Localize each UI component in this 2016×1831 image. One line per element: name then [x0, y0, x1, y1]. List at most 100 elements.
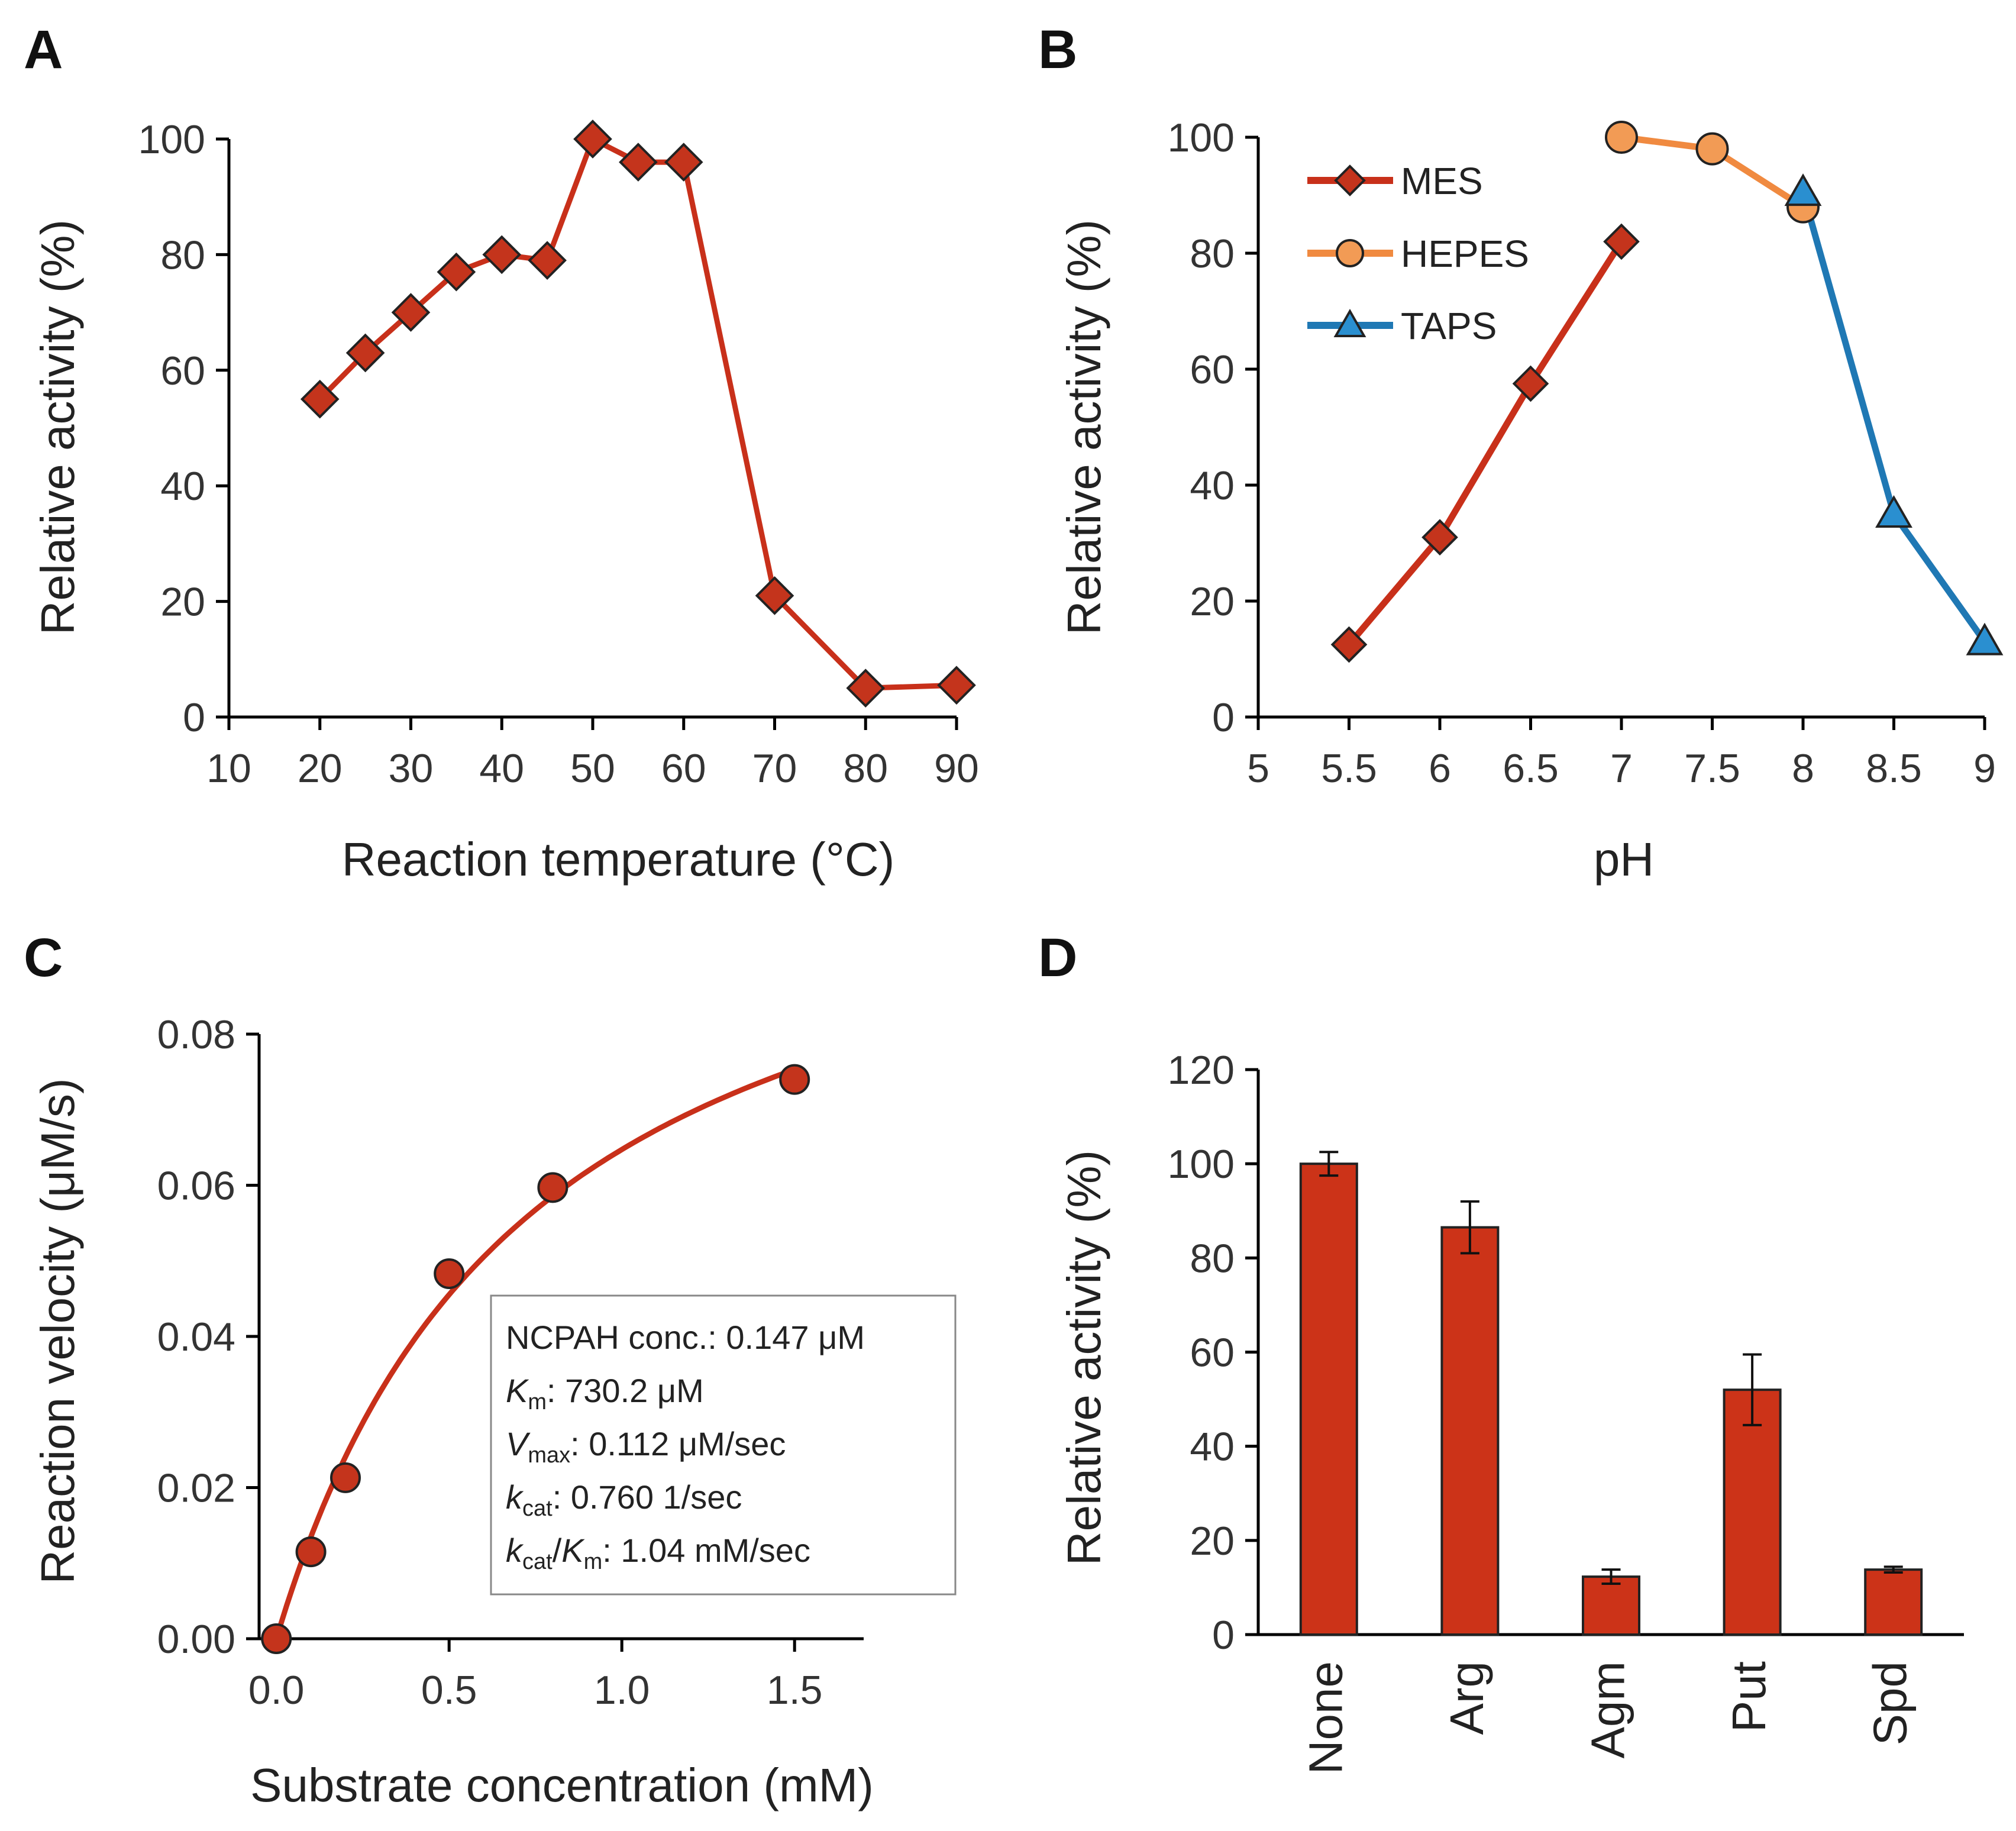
data-point-temperature: [573, 120, 612, 159]
panel-label-a: A: [24, 20, 63, 80]
y-tick-label-a: 80: [160, 232, 205, 277]
x-tick-label-a: 60: [661, 746, 706, 791]
x-tick-label-a: 50: [570, 746, 615, 791]
data-point-temperature: [528, 241, 567, 280]
data-point-velocity: [295, 1536, 327, 1568]
annotation-kcat-km: kcat/Km: 1.04 mM/sec: [506, 1532, 810, 1574]
x-category-label-spd: Spd: [1864, 1661, 1917, 1745]
x-tick-label-b: 8: [1792, 746, 1814, 791]
data-point-hepes: [1695, 132, 1729, 166]
y-tick-label-d: 20: [1190, 1519, 1235, 1564]
annotation-conc: NCPAH conc.: 0.147 μM: [506, 1319, 865, 1356]
x-tick-label-b: 5.5: [1321, 746, 1377, 791]
y-tick-label-b: 60: [1190, 347, 1235, 392]
x-tick-label-a: 30: [389, 746, 434, 791]
x-tick-label-a: 80: [843, 746, 888, 791]
data-point-temperature: [619, 143, 658, 182]
x-category-label-none: None: [1299, 1661, 1352, 1774]
x-tick-label-a: 90: [934, 746, 979, 791]
y-tick-label-d: 40: [1190, 1425, 1235, 1470]
data-point-velocity: [261, 1623, 292, 1654]
legend: MES HEPES TAPS: [1307, 160, 1529, 347]
y-axis-title-a: Relative activity (%): [31, 219, 84, 635]
kinetics-parameter-box: NCPAH conc.: 0.147 μM Km: 730.2 μM Vmax:…: [490, 1294, 957, 1596]
y-tick-label-a: 0: [183, 695, 205, 740]
x-tick-label-a: 20: [298, 746, 343, 791]
x-tick-label-b: 8.5: [1866, 746, 1922, 791]
data-point-temperature: [755, 576, 794, 615]
y-tick-label-b: 40: [1190, 463, 1235, 508]
data-point-velocity: [537, 1172, 568, 1203]
data-point-velocity: [779, 1064, 810, 1095]
data-point-mes: [1421, 519, 1458, 556]
y-axis-title-d: Relative activity (%): [1058, 1150, 1110, 1565]
x-tick-label-a: 40: [479, 746, 524, 791]
data-point-taps: [1875, 495, 1912, 528]
x-tick-label-b: 5: [1247, 746, 1269, 791]
y-tick-label-a: 60: [160, 348, 205, 393]
x-category-label-agm: Agm: [1582, 1661, 1634, 1759]
annotation-vmax: Vmax: 0.112 μM/sec: [506, 1425, 786, 1468]
data-point-taps: [1784, 173, 1822, 206]
y-tick-label-c: 0.08: [157, 1012, 235, 1057]
data-point-velocity: [330, 1462, 361, 1493]
legend-marker-hepes: [1336, 239, 1364, 267]
y-tick-label-c: 0.06: [157, 1164, 235, 1209]
y-tick-label-b: 0: [1212, 695, 1235, 740]
y-tick-label-a: 100: [138, 117, 205, 162]
x-tick-label-b: 6.5: [1503, 746, 1559, 791]
y-tick-label-d: 60: [1190, 1331, 1235, 1375]
series-line-taps: [1799, 191, 1988, 644]
y-tick-label-c: 0.04: [157, 1315, 235, 1359]
series-line-temperature: [318, 136, 957, 691]
legend-label: TAPS: [1401, 305, 1497, 347]
data-point-mes: [1330, 626, 1368, 663]
y-tick-label-c: 0.00: [157, 1617, 235, 1662]
y-tick-label-b: 80: [1190, 231, 1235, 276]
x-axis-title-c: Substrate concentration (mM): [250, 1759, 874, 1811]
y-tick-label-d: 80: [1190, 1236, 1235, 1281]
x-tick-label-c: 0.0: [248, 1668, 305, 1713]
x-axis-title-b: pH: [1594, 833, 1654, 886]
annotation-km: Km: 730.2 μM: [506, 1372, 704, 1415]
panel-label-c: C: [24, 928, 63, 988]
data-point-temperature: [345, 333, 385, 373]
y-tick-label-c: 0.02: [157, 1466, 235, 1511]
data-point-temperature: [846, 669, 886, 708]
x-tick-label-a: 10: [206, 746, 251, 791]
legend-marker-taps: [1333, 308, 1366, 337]
x-tick-label-b: 9: [1973, 746, 1996, 791]
x-tick-label-b: 6: [1429, 746, 1451, 791]
y-axis-title-c: Reaction velocity (μM/s): [31, 1078, 84, 1584]
data-point-temperature: [664, 143, 703, 182]
chart-temperature: Reaction temperature (°C) Relative activ…: [31, 117, 979, 886]
panel-label-b: B: [1038, 20, 1077, 80]
legend-label: MES: [1401, 160, 1483, 202]
x-tick-label-c: 0.5: [421, 1668, 477, 1713]
chart-inhibitors: Relative activity (%) 0 20 40 60 80 100 120 Non…: [1058, 1048, 1964, 1774]
x-tick-label-c: 1.5: [767, 1668, 823, 1713]
bar-spd: [1864, 1568, 1923, 1636]
x-tick-label-c: 1.0: [594, 1668, 650, 1713]
chart-ph: pH Relative activity (%) MES HEPES TAPS 0 2…: [1058, 115, 2004, 886]
y-axis-title-b: Relative activity (%): [1058, 219, 1110, 635]
legend-label: HEPES: [1401, 232, 1529, 275]
y-tick-label-a: 20: [160, 580, 205, 625]
data-point-temperature: [437, 252, 476, 292]
data-point-mes: [1512, 365, 1549, 402]
data-point-temperature: [300, 379, 340, 419]
x-category-label-arg: Arg: [1440, 1661, 1493, 1735]
x-tick-label-a: 70: [752, 746, 797, 791]
annotation-box: [490, 1294, 957, 1596]
y-tick-label-d: 100: [1168, 1142, 1235, 1187]
data-point-temperature: [937, 666, 976, 705]
bar-put: [1723, 1388, 1782, 1636]
y-tick-label-a: 40: [160, 464, 205, 509]
series-line-mes: [1346, 240, 1624, 647]
data-point-hepes: [1605, 121, 1638, 154]
x-tick-label-b: 7.5: [1684, 746, 1740, 791]
y-tick-label-d: 120: [1168, 1048, 1235, 1093]
chart-kinetics: Substrate concentration (mM) Reaction ve…: [31, 1012, 957, 1811]
legend-marker-mes: [1334, 164, 1366, 196]
